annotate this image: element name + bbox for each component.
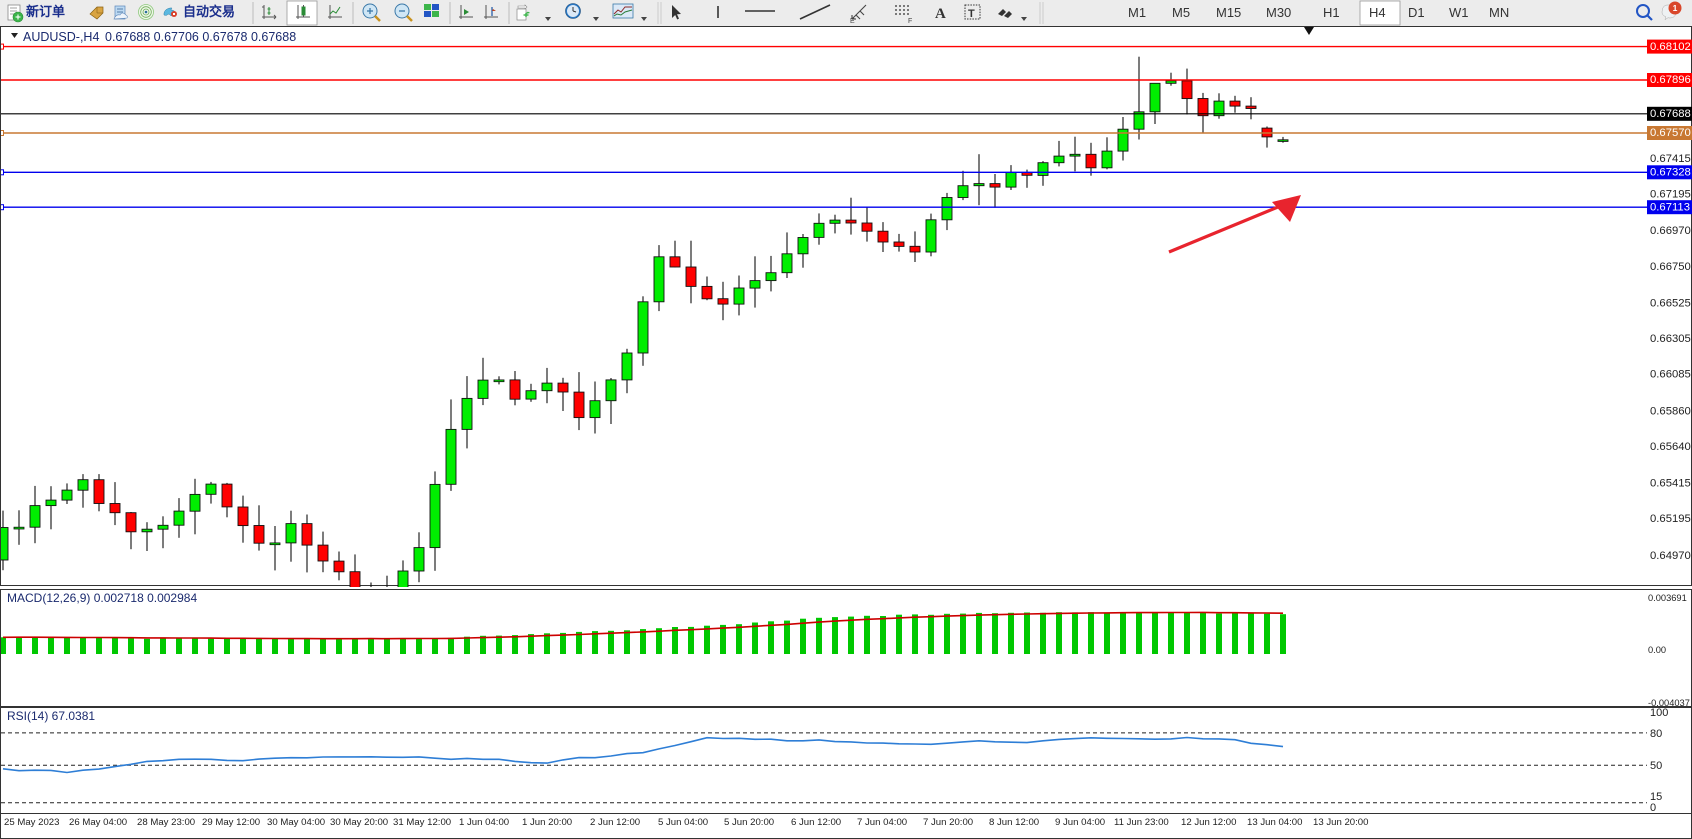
svg-text:80: 80 (1650, 728, 1662, 740)
svg-text:H4: H4 (1369, 5, 1386, 20)
svg-text:自动交易: 自动交易 (183, 4, 235, 19)
svg-text:13 Jun 20:00: 13 Jun 20:00 (1313, 817, 1368, 828)
svg-text:0.67688 0.67706 0.67678 0.6768: 0.67688 0.67706 0.67678 0.67688 (105, 30, 296, 44)
svg-text:26 May 04:00: 26 May 04:00 (69, 817, 127, 828)
svg-text:13 Jun 04:00: 13 Jun 04:00 (1247, 817, 1302, 828)
svg-text:0.64750: 0.64750 (1650, 586, 1691, 588)
svg-text:0.67415: 0.67415 (1650, 153, 1691, 165)
svg-text:0.66305: 0.66305 (1650, 333, 1691, 345)
svg-text:M30: M30 (1266, 5, 1291, 20)
svg-text:MN: MN (1489, 5, 1509, 20)
svg-text:0.003691: 0.003691 (1648, 593, 1687, 603)
svg-text:0.64970: 0.64970 (1650, 550, 1691, 562)
svg-text:0.66970: 0.66970 (1650, 225, 1691, 237)
svg-text:6 Jun 12:00: 6 Jun 12:00 (791, 817, 841, 828)
svg-text:0.66750: 0.66750 (1650, 261, 1691, 273)
svg-text:RSI(14) 67.0381: RSI(14) 67.0381 (7, 709, 95, 723)
svg-text:M1: M1 (1128, 5, 1146, 20)
svg-text:28 May 23:00: 28 May 23:00 (137, 817, 195, 828)
svg-text:5 Jun 04:00: 5 Jun 04:00 (658, 817, 708, 828)
svg-text:F: F (908, 18, 912, 25)
svg-text:0.67328: 0.67328 (1650, 167, 1691, 179)
svg-text:12 Jun 12:00: 12 Jun 12:00 (1181, 817, 1236, 828)
svg-text:T: T (968, 8, 975, 20)
svg-text:30 May 20:00: 30 May 20:00 (330, 817, 388, 828)
svg-text:新订单: 新订单 (26, 4, 65, 19)
svg-text:AUDUSD-,H4: AUDUSD-,H4 (23, 30, 99, 44)
svg-text:MACD(12,26,9) 0.002718 0.00298: MACD(12,26,9) 0.002718 0.002984 (7, 591, 197, 605)
svg-text:7 Jun 20:00: 7 Jun 20:00 (923, 817, 973, 828)
svg-text:0.65640: 0.65640 (1650, 441, 1691, 453)
svg-text:E: E (850, 18, 855, 25)
svg-text:5 Jun 20:00: 5 Jun 20:00 (724, 817, 774, 828)
svg-text:0.67688: 0.67688 (1650, 108, 1691, 120)
svg-text:31 May 12:00: 31 May 12:00 (393, 817, 451, 828)
svg-text:0.67896: 0.67896 (1650, 74, 1691, 86)
svg-text:1 Jun 04:00: 1 Jun 04:00 (459, 817, 509, 828)
svg-text:0.65195: 0.65195 (1650, 513, 1691, 525)
svg-text:D1: D1 (1408, 5, 1425, 20)
svg-text:A: A (935, 6, 946, 22)
svg-text:0: 0 (1650, 802, 1656, 814)
svg-text:25 May 2023: 25 May 2023 (4, 817, 59, 828)
svg-text:0.67113: 0.67113 (1650, 201, 1690, 213)
svg-text:8 Jun 12:00: 8 Jun 12:00 (989, 817, 1039, 828)
svg-text:W1: W1 (1449, 5, 1469, 20)
svg-text:7 Jun 04:00: 7 Jun 04:00 (857, 817, 907, 828)
svg-text:0.68102: 0.68102 (1650, 41, 1691, 53)
svg-text:100: 100 (1650, 708, 1668, 719)
svg-text:0.67195: 0.67195 (1650, 189, 1691, 201)
svg-text:29 May 12:00: 29 May 12:00 (202, 817, 260, 828)
svg-text:H1: H1 (1323, 5, 1340, 20)
svg-text:0.66525: 0.66525 (1650, 297, 1691, 309)
svg-text:11 Jun 23:00: 11 Jun 23:00 (1114, 817, 1169, 828)
svg-text:9 Jun 04:00: 9 Jun 04:00 (1055, 817, 1105, 828)
svg-text:50: 50 (1650, 760, 1662, 772)
svg-text:30 May 04:00: 30 May 04:00 (267, 817, 325, 828)
svg-text:0.65860: 0.65860 (1650, 405, 1691, 417)
svg-text:1 Jun 20:00: 1 Jun 20:00 (522, 817, 572, 828)
svg-text:2 Jun 12:00: 2 Jun 12:00 (590, 817, 640, 828)
svg-text:1: 1 (1673, 3, 1678, 13)
svg-text:0.66085: 0.66085 (1650, 369, 1691, 381)
svg-text:M5: M5 (1172, 5, 1190, 20)
svg-text:0.65415: 0.65415 (1650, 478, 1691, 490)
svg-text:M15: M15 (1216, 5, 1241, 20)
svg-text:0.00: 0.00 (1648, 645, 1666, 655)
svg-text:0.67570: 0.67570 (1650, 127, 1691, 139)
